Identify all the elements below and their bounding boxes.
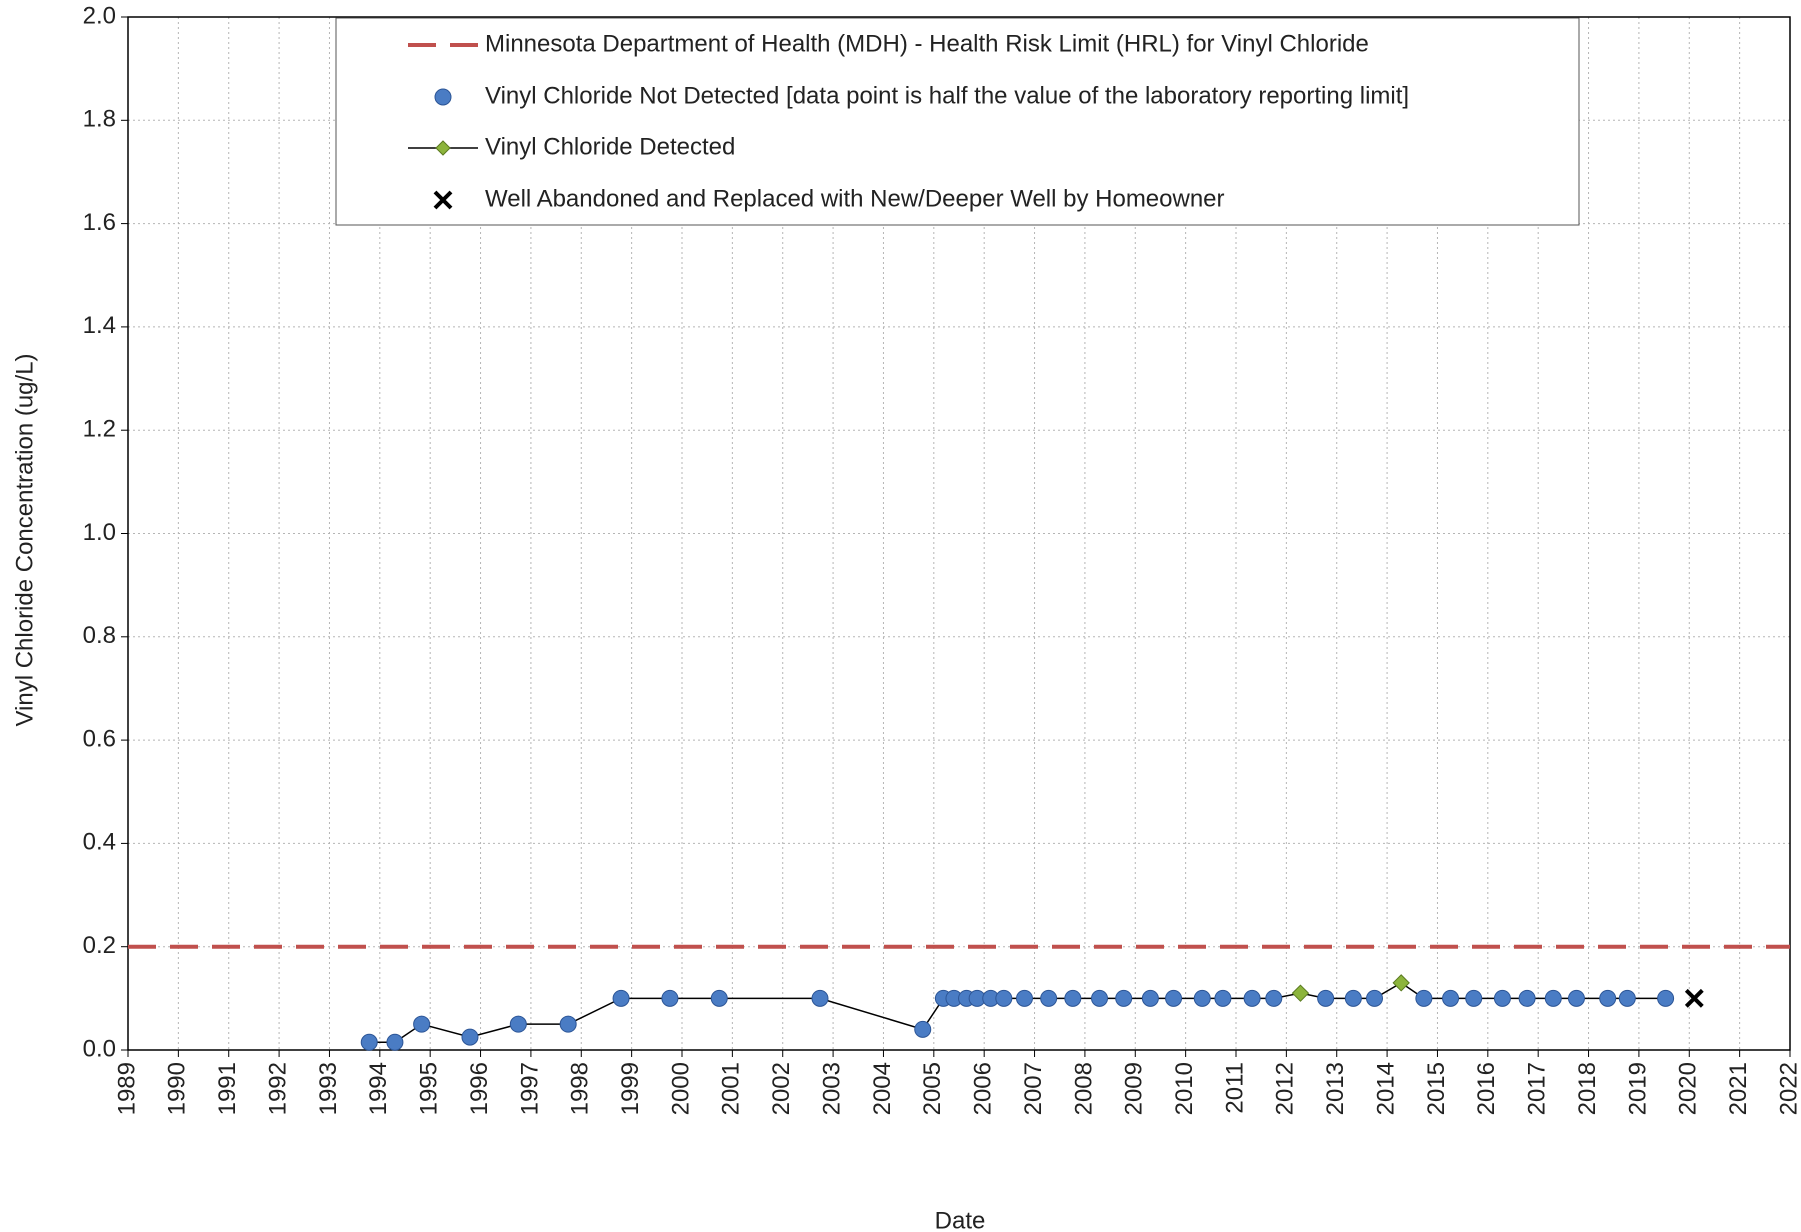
not-detected-marker [995, 989, 1013, 1007]
x-tick-label: 1996 [466, 1062, 493, 1115]
y-tick-label: 1.0 [83, 519, 116, 546]
not-detected-marker [1243, 989, 1261, 1007]
y-tick-label: 2.0 [83, 2, 116, 29]
y-tick-label: 1.2 [83, 416, 116, 443]
y-tick-label: 0.8 [83, 622, 116, 649]
y-tick-label: 1.4 [83, 312, 116, 339]
not-detected-marker [1344, 989, 1362, 1007]
not-detected-marker [811, 989, 829, 1007]
legend-label: Vinyl Chloride Detected [485, 133, 735, 160]
y-tick-label: 0.2 [83, 932, 116, 959]
not-detected-marker [1317, 989, 1335, 1007]
x-tick-label: 2015 [1423, 1062, 1450, 1115]
x-axis-label: Date [935, 1207, 986, 1232]
not-detected-marker [1115, 989, 1133, 1007]
x-tick-label: 1997 [516, 1062, 543, 1115]
x-tick-label: 1990 [164, 1062, 191, 1115]
not-detected-marker [1567, 989, 1585, 1007]
not-detected-marker [710, 989, 728, 1007]
y-tick-label: 0.4 [83, 829, 116, 856]
y-tick-label: 1.8 [83, 106, 116, 133]
x-tick-label: 2013 [1322, 1062, 1349, 1115]
legend-symbol [434, 88, 452, 106]
not-detected-marker [386, 1033, 404, 1051]
not-detected-marker [1442, 989, 1460, 1007]
x-tick-label: 2000 [667, 1062, 694, 1115]
x-tick-label: 1995 [416, 1062, 443, 1115]
not-detected-marker [1465, 989, 1483, 1007]
not-detected-marker [1657, 989, 1675, 1007]
x-tick-label: 2003 [818, 1062, 845, 1115]
x-tick-label: 1994 [365, 1062, 392, 1115]
x-tick-label: 2009 [1121, 1062, 1148, 1115]
not-detected-marker [461, 1028, 479, 1046]
x-tick-label: 2001 [718, 1062, 745, 1115]
detected-marker [1291, 984, 1310, 1002]
not-detected-marker [1214, 989, 1232, 1007]
not-detected-marker [1091, 989, 1109, 1007]
not-detected-marker [1015, 989, 1033, 1007]
x-tick-label: 2007 [1020, 1062, 1047, 1115]
not-detected-marker [1040, 989, 1058, 1007]
not-detected-marker [1518, 989, 1536, 1007]
x-tick-label: 2021 [1725, 1062, 1752, 1115]
legend-label: Vinyl Chloride Not Detected [data point … [485, 82, 1409, 109]
not-detected-marker [509, 1015, 527, 1033]
y-tick-label: 0.0 [83, 1035, 116, 1062]
not-detected-marker [1618, 989, 1636, 1007]
y-tick-label: 0.6 [83, 725, 116, 752]
x-tick-label: 1993 [315, 1062, 342, 1115]
plot-frame [127, 16, 1791, 1051]
not-detected-marker [1193, 989, 1211, 1007]
abandoned-marker [1684, 988, 1704, 1008]
x-tick-label: 2006 [970, 1062, 997, 1115]
x-tick-label: 2002 [768, 1062, 795, 1115]
not-detected-marker [612, 989, 630, 1007]
x-tick-label: 2014 [1372, 1062, 1399, 1115]
legend-box [335, 17, 1580, 226]
not-detected-marker [1141, 989, 1159, 1007]
not-detected-marker [1415, 989, 1433, 1007]
not-detected-marker [1165, 989, 1183, 1007]
not-detected-marker [413, 1015, 431, 1033]
not-detected-marker [1599, 989, 1617, 1007]
legend-label: Well Abandoned and Replaced with New/Dee… [485, 185, 1225, 212]
legend-label: Minnesota Department of Health (MDH) - H… [485, 30, 1369, 57]
x-tick-label: 2018 [1574, 1062, 1601, 1115]
x-tick-label: 1999 [617, 1062, 644, 1115]
x-tick-label: 2016 [1473, 1062, 1500, 1115]
x-tick-label: 2022 [1775, 1062, 1801, 1115]
x-tick-label: 1998 [567, 1062, 594, 1115]
x-tick-label: 1991 [214, 1062, 241, 1115]
not-detected-marker [1493, 989, 1511, 1007]
detected-marker [1392, 974, 1410, 992]
x-tick-label: 2008 [1070, 1062, 1097, 1115]
not-detected-marker [1064, 989, 1082, 1007]
x-tick-label: 2010 [1171, 1062, 1198, 1115]
not-detected-marker [559, 1015, 577, 1033]
not-detected-marker [360, 1033, 378, 1051]
not-detected-marker [661, 989, 679, 1007]
x-tick-label: 2004 [869, 1062, 896, 1115]
x-tick-label: 2011 [1221, 1062, 1248, 1114]
x-tick-label: 2017 [1524, 1062, 1551, 1115]
y-tick-label: 1.6 [83, 209, 116, 236]
not-detected-marker [1366, 989, 1383, 1007]
not-detected-marker [914, 1020, 932, 1038]
x-tick-label: 1992 [264, 1062, 291, 1115]
not-detected-marker [1544, 989, 1562, 1007]
x-tick-label: 2005 [919, 1062, 946, 1115]
legend-symbol [435, 140, 451, 156]
y-axis-label: Vinyl Chloride Concentration (ug/L) [11, 353, 38, 726]
legend-symbol [433, 190, 453, 210]
x-tick-label: 2012 [1272, 1062, 1299, 1115]
x-tick-label: 1989 [113, 1062, 140, 1115]
not-detected-marker [1265, 989, 1283, 1007]
x-tick-label: 2019 [1624, 1062, 1651, 1115]
x-tick-label: 2020 [1675, 1062, 1702, 1115]
